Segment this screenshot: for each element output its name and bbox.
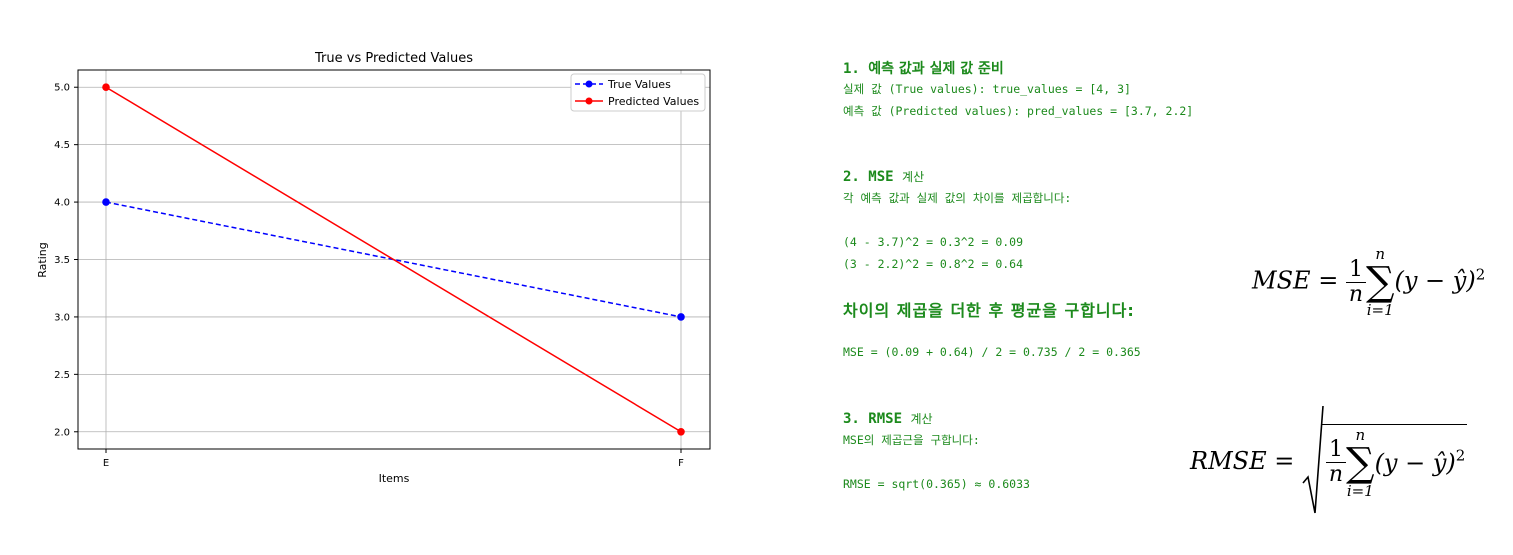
x-axis-label: Items xyxy=(379,472,410,485)
y-tick-label: 3.0 xyxy=(54,312,70,323)
mse-sigma: n ∑ i=1 xyxy=(1366,246,1395,318)
rmse-lhs: RMSE xyxy=(1190,447,1267,475)
y-tick-label: 3.5 xyxy=(54,255,70,266)
series-layer xyxy=(102,83,685,436)
rmse-sum-bottom: i=1 xyxy=(1346,481,1374,500)
y-axis-label: Rating xyxy=(36,242,49,277)
legend: True Values Predicted Values xyxy=(570,73,706,112)
step3-description: MSE의 제곱근을 구합니다: xyxy=(843,433,980,447)
step2-key: MSE xyxy=(868,169,894,185)
step2-average-heading: 차이의 제곱을 더한 후 평균을 구합니다: xyxy=(843,301,1135,320)
mse-equals: = xyxy=(1318,266,1339,295)
step1-pred-values: 예측 값 (Predicted values): pred_values = [… xyxy=(843,104,1194,118)
y-tick-label: 4.0 xyxy=(54,198,70,209)
rmse-sum-top: n xyxy=(1355,425,1366,444)
y-tick-label: 2.5 xyxy=(54,370,70,381)
rmse-sum-symbol: ∑ xyxy=(1346,439,1375,486)
series-line-true xyxy=(105,201,682,318)
legend-pred-label: Predicted Values xyxy=(608,95,699,108)
rmse-power: 2 xyxy=(1455,446,1466,464)
rmse-body: (y − ŷ) xyxy=(1374,448,1456,477)
x-tick-label: E xyxy=(103,458,109,469)
step3-heading: 3. RMSE 계산 xyxy=(843,410,933,427)
step2-heading: 2. MSE 계산 xyxy=(843,168,924,185)
data-point-predicted xyxy=(102,83,110,92)
data-point-predicted xyxy=(677,427,685,436)
rmse-frac-den: n xyxy=(1328,462,1344,487)
legend-pred-marker xyxy=(585,97,593,105)
step1-true-values: 실제 값 (True values): true_values = [4, 3] xyxy=(843,82,1131,96)
step1-number: 1. xyxy=(843,61,860,77)
legend-box xyxy=(570,73,706,112)
x-tick-label: F xyxy=(678,458,684,469)
data-point-true xyxy=(102,198,110,206)
mse-body: (y − ŷ) xyxy=(1394,266,1476,295)
sqrt-body: 1 n n ∑ i=1 (y − ŷ)2 xyxy=(1322,423,1468,499)
series-line-predicted xyxy=(105,86,682,433)
y-tick-label: 2.0 xyxy=(54,427,70,438)
data-point-true xyxy=(677,313,685,321)
step3-number: 3. xyxy=(843,411,860,427)
chart-title: True vs Predicted Values xyxy=(314,51,473,66)
step3-result: RMSE = sqrt(0.365) ≈ 0.6033 xyxy=(843,477,1030,491)
mse-power: 2 xyxy=(1475,265,1486,284)
rmse-equals: = xyxy=(1274,447,1295,475)
y-axis: 2.0 2.5 3.0 3.5 4.0 4.5 5.0 xyxy=(54,83,78,438)
step1-heading: 1. 예측 값과 실제 값 준비 xyxy=(843,58,1004,78)
mse-frac-den: n xyxy=(1348,281,1364,307)
step2-number: 2. xyxy=(843,169,860,185)
step2-word: 계산 xyxy=(902,170,925,184)
mse-formula: MSE = 1 n n ∑ i=1 (y − ŷ)2 xyxy=(1252,246,1485,318)
step1-title: 예측 값과 실제 값 준비 xyxy=(868,61,1004,77)
step2-result: MSE = (0.09 + 0.64) / 2 = 0.735 / 2 = 0.… xyxy=(843,345,1141,359)
line-chart: True vs Predicted Values 2.0 2.5 3.0 3.5 4.0… xyxy=(36,51,711,485)
rmse-frac-num: 1 xyxy=(1326,438,1346,463)
rmse-sigma: n ∑ i=1 xyxy=(1346,427,1375,499)
legend-true-marker xyxy=(585,80,593,88)
legend-true-label: True Values xyxy=(607,78,671,91)
mse-frac-num: 1 xyxy=(1345,257,1366,283)
explanation-panel: 1. 예측 값과 실제 값 준비 실제 값 (True values): tru… xyxy=(843,0,1503,555)
mse-sum-symbol: ∑ xyxy=(1365,259,1395,305)
y-tick-label: 5.0 xyxy=(54,83,70,94)
y-tick-label: 4.5 xyxy=(54,140,70,151)
mse-sum-bottom: i=1 xyxy=(1366,301,1394,319)
mse-sum-top: n xyxy=(1375,245,1386,263)
grid xyxy=(78,70,710,449)
step3-word: 계산 xyxy=(910,412,933,426)
rmse-formula: RMSE = 1 n n ∑ i=1 (y − ŷ)2 xyxy=(1190,405,1468,517)
sqrt-sign xyxy=(1302,405,1324,514)
step2-equation-2: (3 - 2.2)^2 = 0.8^2 = 0.64 xyxy=(843,257,1024,271)
step2-equation-1: (4 - 3.7)^2 = 0.3^2 = 0.09 xyxy=(843,235,1024,249)
step3-key: RMSE xyxy=(868,411,903,427)
mse-lhs: MSE xyxy=(1252,266,1311,295)
step2-description: 각 예측 값과 실제 값의 차이를 제곱합니다: xyxy=(843,191,1072,205)
